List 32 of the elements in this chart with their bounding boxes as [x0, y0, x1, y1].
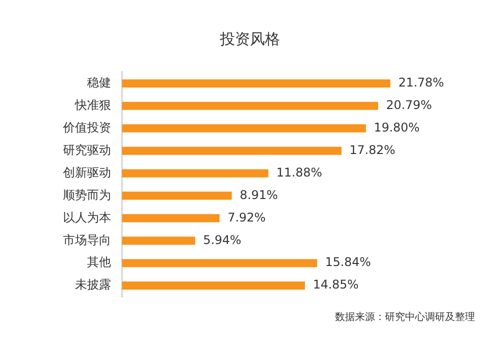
source-note: 数据来源：研究中心调研及整理	[335, 310, 475, 324]
bar	[122, 79, 390, 88]
data-label: 14.85%	[312, 278, 359, 292]
y-tick-label: 价值投资	[62, 120, 111, 134]
y-tick-label: 稳健	[87, 76, 111, 90]
y-tick-label: 顺势而为	[63, 188, 111, 202]
data-label: 20.79%	[386, 98, 432, 112]
data-label: 8.91%	[240, 188, 278, 202]
bar	[122, 282, 305, 290]
data-label: 11.88%	[276, 165, 322, 180]
y-tick-label: 研究驱动	[63, 142, 111, 157]
data-label: 5.94%	[203, 232, 242, 247]
y-tick-label: 未披露	[75, 278, 111, 292]
y-tick-label: 市场导向	[63, 232, 111, 247]
bar	[122, 236, 196, 245]
data-label: 15.84%	[325, 255, 371, 270]
data-label: 19.80%	[374, 120, 420, 134]
y-tick-label: 其他	[87, 255, 111, 270]
y-tick-label: 快准狠	[74, 98, 111, 112]
bar	[122, 146, 342, 155]
data-label: 17.82%	[350, 142, 396, 157]
y-tick-label: 以人为本	[63, 210, 111, 224]
y-tick-label: 创新驱动	[63, 165, 111, 180]
bar	[122, 214, 220, 222]
bar	[122, 259, 318, 268]
bar	[122, 169, 268, 178]
bar	[122, 192, 232, 200]
data-label: 21.78%	[398, 76, 444, 90]
data-label: 7.92%	[228, 210, 266, 224]
bar	[122, 102, 378, 110]
bar	[122, 124, 366, 132]
chart-title: 投资风格	[219, 30, 281, 49]
